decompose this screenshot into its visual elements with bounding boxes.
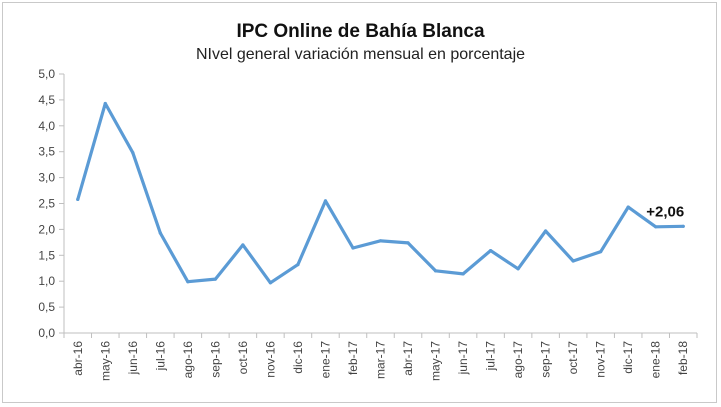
x-tick-label: may-16 bbox=[98, 341, 112, 381]
x-tick-label: mar-17 bbox=[374, 341, 388, 379]
y-tick-label: 3,0 bbox=[38, 171, 55, 185]
y-tick-label: 0,5 bbox=[38, 300, 55, 314]
x-tick-label: oct-17 bbox=[566, 341, 580, 375]
x-axis: abr-16 may-16 jun-16 jul-16 ago-16 sep-16 oct-… bbox=[63, 332, 698, 381]
x-tick-label: abr-16 bbox=[71, 341, 85, 376]
x-tick-label: oct-16 bbox=[236, 341, 250, 375]
data-point bbox=[599, 250, 603, 254]
data-point bbox=[626, 205, 630, 209]
x-tick-label: abr-17 bbox=[401, 341, 415, 376]
data-point bbox=[544, 229, 548, 233]
x-tick-label: ene-17 bbox=[318, 341, 332, 379]
x-tick-label: jun-17 bbox=[456, 341, 470, 376]
data-point bbox=[461, 272, 465, 276]
data-point bbox=[296, 263, 300, 267]
y-tick-label: 3,5 bbox=[38, 145, 55, 159]
x-tick-label: ago-16 bbox=[181, 341, 195, 379]
x-tick-label: sep-16 bbox=[208, 341, 222, 378]
y-tick-label: 4,5 bbox=[38, 93, 55, 107]
data-point bbox=[406, 241, 410, 245]
x-tick-label: may-17 bbox=[429, 341, 443, 381]
x-tick-label: nov-17 bbox=[594, 341, 608, 378]
data-point bbox=[213, 277, 217, 281]
chart-title: IPC Online de Bahía Blanca bbox=[236, 21, 485, 42]
y-axis: 0,0 0,5 1,0 1,5 2,0 2,5 3,0 3,5 4,0 4,5 5,0 bbox=[38, 67, 65, 340]
data-point bbox=[131, 151, 135, 155]
x-tick-label: dic-17 bbox=[621, 341, 635, 374]
data-point bbox=[571, 259, 575, 263]
data-point bbox=[158, 231, 162, 235]
series-line bbox=[76, 101, 685, 285]
data-point bbox=[516, 267, 520, 271]
data-point bbox=[323, 199, 328, 203]
chart-frame: IPC Online de Bahía Blanca NIvel general… bbox=[2, 2, 717, 403]
data-point bbox=[433, 269, 438, 273]
y-tick-label: 1,0 bbox=[38, 274, 55, 288]
data-point bbox=[488, 249, 493, 253]
x-tick-label: jun-16 bbox=[126, 341, 140, 376]
chart-subtitle: NIvel general variación mensual en porce… bbox=[195, 46, 526, 63]
y-tick-label: 1,5 bbox=[38, 248, 55, 262]
data-point bbox=[351, 246, 355, 250]
plot-area: +2,06 bbox=[76, 101, 685, 285]
y-tick-label: 5,0 bbox=[38, 67, 55, 81]
data-point bbox=[268, 281, 273, 285]
y-tick-label: 4,0 bbox=[38, 119, 55, 133]
data-point bbox=[378, 239, 383, 243]
x-tick-label: nov-16 bbox=[263, 341, 277, 378]
x-tick-label: feb-18 bbox=[676, 341, 690, 375]
last-value-annotation: +2,06 bbox=[646, 203, 684, 220]
y-tick-label: 0,0 bbox=[38, 326, 55, 340]
data-point bbox=[103, 101, 107, 106]
x-tick-label: ene-18 bbox=[649, 341, 663, 379]
y-tick-label: 2,5 bbox=[38, 197, 55, 211]
x-tick-label: feb-17 bbox=[346, 341, 360, 375]
x-tick-label: sep-17 bbox=[539, 341, 553, 378]
data-point bbox=[186, 280, 190, 284]
y-tick-label: 2,0 bbox=[38, 222, 55, 236]
data-point bbox=[654, 225, 658, 229]
x-tick-label: jul-17 bbox=[484, 341, 498, 372]
x-tick-label: ago-17 bbox=[511, 341, 525, 379]
x-tick-label: jul-16 bbox=[153, 341, 167, 372]
data-point bbox=[241, 243, 245, 247]
x-tick-label: dic-16 bbox=[291, 341, 305, 374]
data-point bbox=[76, 197, 80, 201]
data-point bbox=[681, 224, 685, 228]
